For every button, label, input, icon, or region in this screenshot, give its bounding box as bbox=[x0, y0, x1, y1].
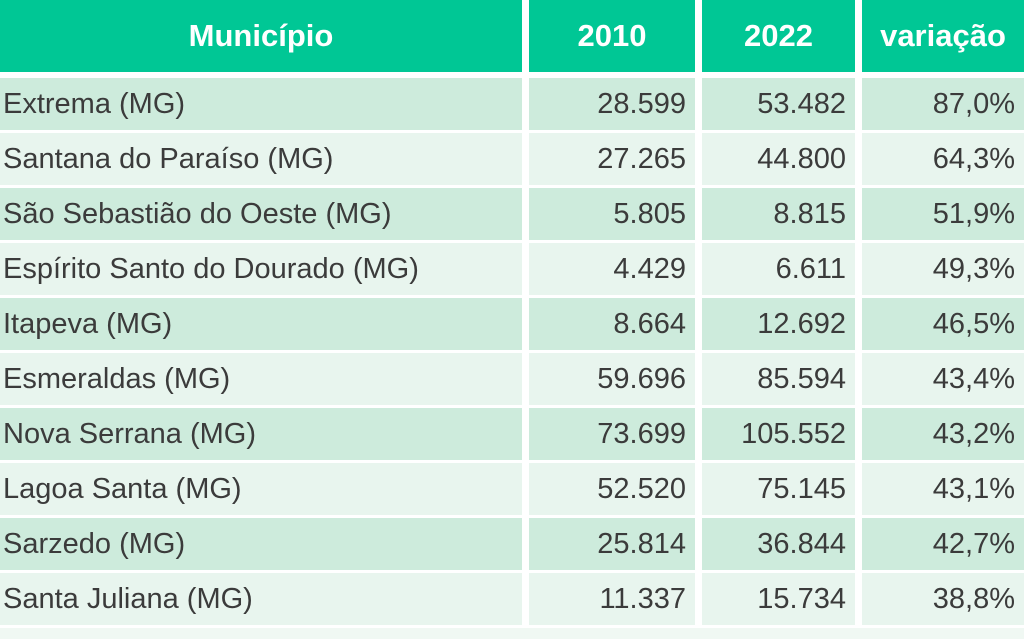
table-row: Itapeva (MG) 8.664 12.692 46,5% bbox=[0, 298, 1024, 350]
table-row: Espírito Santo do Dourado (MG) 4.429 6.6… bbox=[0, 243, 1024, 295]
column-header-2022: 2022 bbox=[702, 0, 855, 72]
variacao-cell: 43,4% bbox=[862, 353, 1024, 405]
pop-2022-cell: 15.734 bbox=[702, 573, 855, 625]
table-row: Nova Serrana (MG) 73.699 105.552 43,2% bbox=[0, 408, 1024, 460]
municipio-cell: Espírito Santo do Dourado (MG) bbox=[0, 243, 522, 295]
column-header-municipio: Município bbox=[0, 0, 522, 72]
table-row: Lagoa Santa (MG) 52.520 75.145 43,1% bbox=[0, 463, 1024, 515]
pop-2022-cell: 36.844 bbox=[702, 518, 855, 570]
municipio-cell: Esmeraldas (MG) bbox=[0, 353, 522, 405]
pop-2010-cell: 59.696 bbox=[529, 353, 695, 405]
variacao-cell: 42,7% bbox=[862, 518, 1024, 570]
table-body: Extrema (MG) 28.599 53.482 87,0% Santana… bbox=[0, 72, 1024, 625]
variacao-cell: 43,2% bbox=[862, 408, 1024, 460]
pop-2010-cell: 8.664 bbox=[529, 298, 695, 350]
table-row: Santana do Paraíso (MG) 27.265 44.800 64… bbox=[0, 133, 1024, 185]
municipio-cell: Nova Serrana (MG) bbox=[0, 408, 522, 460]
pop-2010-cell: 11.337 bbox=[529, 573, 695, 625]
pop-2022-cell: 75.145 bbox=[702, 463, 855, 515]
column-header-variacao: variação bbox=[862, 0, 1024, 72]
variacao-cell: 51,9% bbox=[862, 188, 1024, 240]
pop-2010-cell: 27.265 bbox=[529, 133, 695, 185]
municipio-cell: Lagoa Santa (MG) bbox=[0, 463, 522, 515]
variacao-cell: 46,5% bbox=[862, 298, 1024, 350]
table-row: Extrema (MG) 28.599 53.482 87,0% bbox=[0, 78, 1024, 130]
pop-2022-cell: 8.815 bbox=[702, 188, 855, 240]
municipio-cell: Santa Juliana (MG) bbox=[0, 573, 522, 625]
pop-2022-cell: 53.482 bbox=[702, 78, 855, 130]
table-header-row: Município 2010 2022 variação bbox=[0, 0, 1024, 72]
table-row: Sarzedo (MG) 25.814 36.844 42,7% bbox=[0, 518, 1024, 570]
municipio-cell: Sarzedo (MG) bbox=[0, 518, 522, 570]
pop-2010-cell: 4.429 bbox=[529, 243, 695, 295]
pop-2022-cell: 12.692 bbox=[702, 298, 855, 350]
variacao-cell: 87,0% bbox=[862, 78, 1024, 130]
pop-2010-cell: 52.520 bbox=[529, 463, 695, 515]
pop-2022-cell: 44.800 bbox=[702, 133, 855, 185]
municipio-cell: Itapeva (MG) bbox=[0, 298, 522, 350]
variacao-cell: 64,3% bbox=[862, 133, 1024, 185]
municipio-cell: São Sebastião do Oeste (MG) bbox=[0, 188, 522, 240]
table-bottom-strip bbox=[0, 628, 1024, 639]
pop-2022-cell: 6.611 bbox=[702, 243, 855, 295]
column-header-2010: 2010 bbox=[529, 0, 695, 72]
pop-2010-cell: 73.699 bbox=[529, 408, 695, 460]
table-row: São Sebastião do Oeste (MG) 5.805 8.815 … bbox=[0, 188, 1024, 240]
variacao-cell: 49,3% bbox=[862, 243, 1024, 295]
variacao-cell: 38,8% bbox=[862, 573, 1024, 625]
pop-2022-cell: 105.552 bbox=[702, 408, 855, 460]
municipio-cell: Extrema (MG) bbox=[0, 78, 522, 130]
pop-2010-cell: 25.814 bbox=[529, 518, 695, 570]
table-row: Santa Juliana (MG) 11.337 15.734 38,8% bbox=[0, 573, 1024, 625]
pop-2010-cell: 28.599 bbox=[529, 78, 695, 130]
pop-2022-cell: 85.594 bbox=[702, 353, 855, 405]
municipio-cell: Santana do Paraíso (MG) bbox=[0, 133, 522, 185]
variacao-cell: 43,1% bbox=[862, 463, 1024, 515]
pop-2010-cell: 5.805 bbox=[529, 188, 695, 240]
table-row: Esmeraldas (MG) 59.696 85.594 43,4% bbox=[0, 353, 1024, 405]
